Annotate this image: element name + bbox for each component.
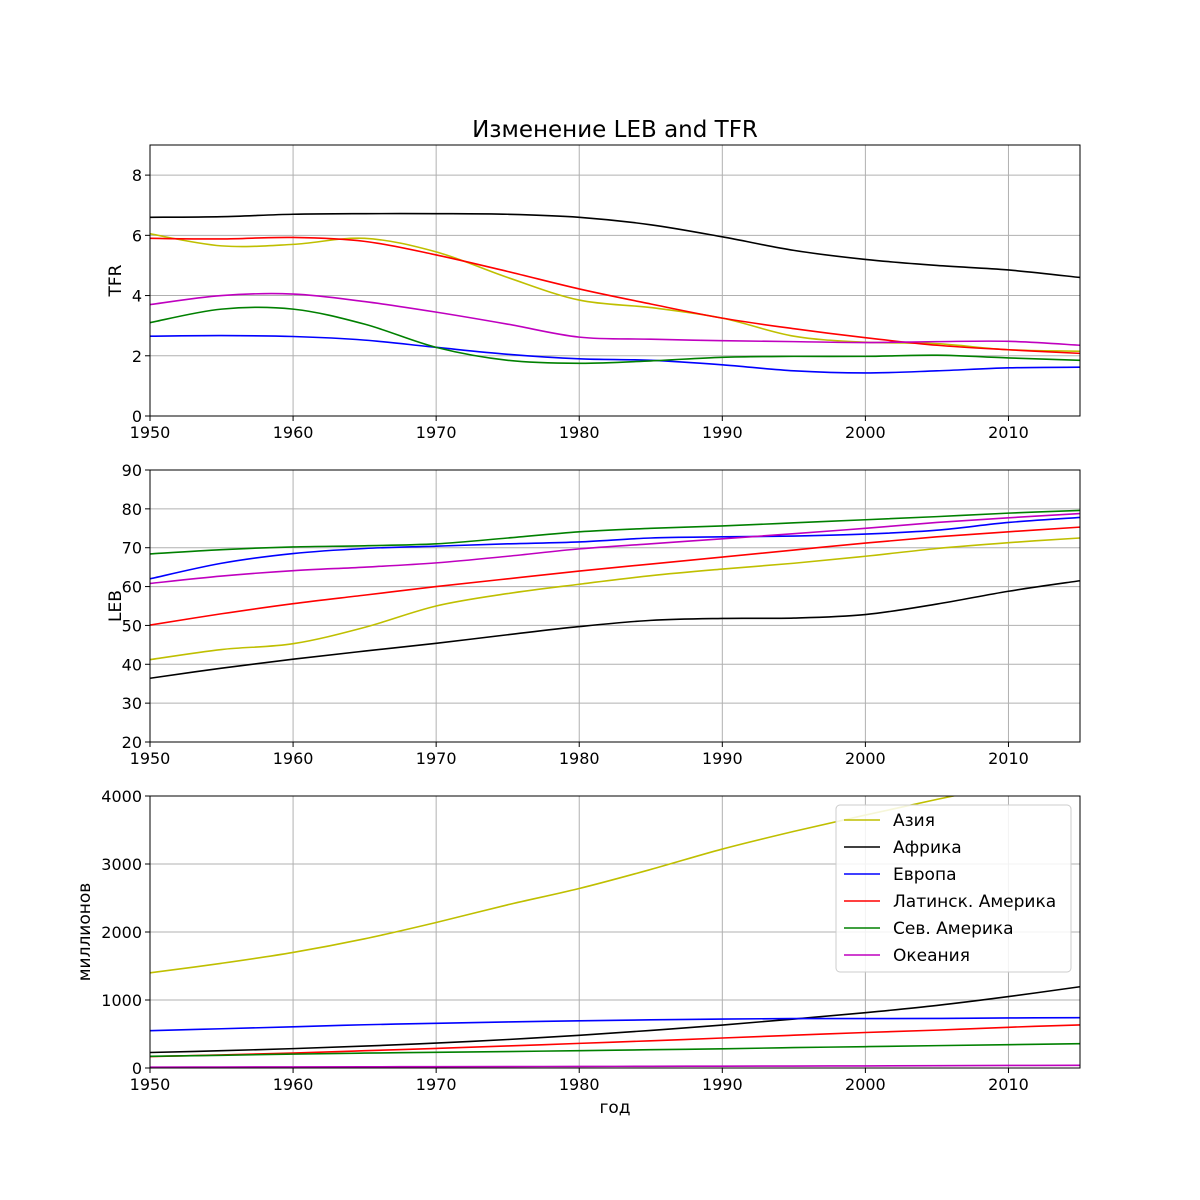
series-line (150, 796, 957, 974)
y-tick-label: 30 (122, 694, 142, 713)
series-group (150, 509, 1080, 680)
plot-frame (149, 469, 1081, 743)
panel-1: 1950 1960 1970 1980 1990 2000 2010 0 2 4 6 8 TFR (106, 144, 1081, 442)
y-axis-label: миллионов (75, 883, 95, 982)
legend-label: Африка (893, 838, 962, 858)
x-tick-label: 1980 (559, 423, 600, 442)
legend-label: Сев. Америка (893, 919, 1014, 939)
x-tick-label: 1990 (702, 749, 743, 768)
x-tick-label: 1980 (559, 1075, 600, 1094)
x-axis-label: год (599, 1098, 630, 1118)
x-tick-label: 1980 (559, 749, 600, 768)
series-line (150, 306, 1080, 365)
y-tick-label: 60 (122, 578, 142, 597)
x-tick-label: 2010 (988, 423, 1029, 442)
series-line (150, 985, 1080, 1054)
series-group (150, 212, 1080, 374)
x-tick-label: 1970 (416, 749, 457, 768)
y-tick-label: 2000 (101, 923, 142, 942)
y-tick-label: 4000 (101, 787, 142, 806)
series-line (150, 516, 1080, 580)
y-tick-label: 70 (122, 539, 142, 558)
series-line (150, 1016, 1080, 1032)
x-tick-label: 1960 (273, 749, 314, 768)
plot-frame (149, 144, 1081, 417)
series-line (150, 579, 1080, 680)
y-tick-label: 3000 (101, 855, 142, 874)
x-tick-label: 1970 (416, 423, 457, 442)
y-tick-label: 8 (132, 166, 142, 185)
x-tick-label: 2000 (845, 749, 886, 768)
x-tick-label: 1950 (130, 749, 171, 768)
legend-label: Океания (893, 946, 970, 966)
x-tick-label: 1970 (416, 1075, 457, 1094)
legend-box (835, 804, 1072, 973)
y-tick-label: 80 (122, 500, 142, 519)
series-line (150, 1042, 1080, 1058)
y-tick-label: 6 (132, 226, 142, 245)
y-tick-label: 50 (122, 616, 142, 635)
plot-frame (149, 795, 1081, 1069)
series-line (150, 526, 1080, 626)
x-tick-label: 1990 (702, 423, 743, 442)
x-tick-label: 1950 (130, 1075, 171, 1094)
series-line (150, 509, 1080, 555)
y-axis-label: LEB (106, 590, 126, 622)
series-line (150, 233, 1080, 353)
figure-title: Изменение LEB and TFR (472, 117, 758, 143)
legend-label: Латинск. Америка (893, 892, 1056, 912)
x-tick-label: 2000 (845, 1075, 886, 1094)
series-group (150, 796, 1080, 1068)
y-tick-label: 0 (132, 1059, 142, 1078)
series-line (150, 212, 1080, 279)
series-line (150, 334, 1080, 374)
series-line (150, 1064, 1080, 1068)
series-line (150, 537, 1080, 661)
y-tick-label: 0 (132, 407, 142, 426)
x-tick-label: 2010 (988, 749, 1029, 768)
legend-label: Азия (893, 811, 935, 831)
x-tick-label: 2010 (988, 1075, 1029, 1094)
y-axis-label: TFR (106, 264, 126, 297)
x-tick-label: 1960 (273, 1075, 314, 1094)
series-line (150, 236, 1080, 355)
series-line (150, 1024, 1080, 1058)
panel-2: 1950 1960 1970 1980 1990 2000 2010 20 30 40 50 60 70… (106, 461, 1081, 768)
x-tick-label: 2000 (845, 423, 886, 442)
y-tick-label: 90 (122, 461, 142, 480)
series-line (150, 512, 1080, 585)
y-tick-label: 40 (122, 655, 142, 674)
series-line (150, 292, 1080, 347)
y-tick-label: 4 (132, 287, 142, 306)
y-tick-label: 20 (122, 733, 142, 752)
x-tick-label: 1950 (130, 423, 171, 442)
panel-3: 1950 1960 1970 1980 1990 2000 2010 0 1000 2000 300… (75, 787, 1081, 1094)
legend-label: Европа (893, 865, 956, 885)
legend: Азия Африка Европа Латинск. Америка Сев. Аме… (835, 804, 1072, 973)
x-tick-label: 1960 (273, 423, 314, 442)
y-tick-label: 2 (132, 347, 142, 366)
y-tick-label: 1000 (101, 991, 142, 1010)
x-tick-label: 1990 (702, 1075, 743, 1094)
